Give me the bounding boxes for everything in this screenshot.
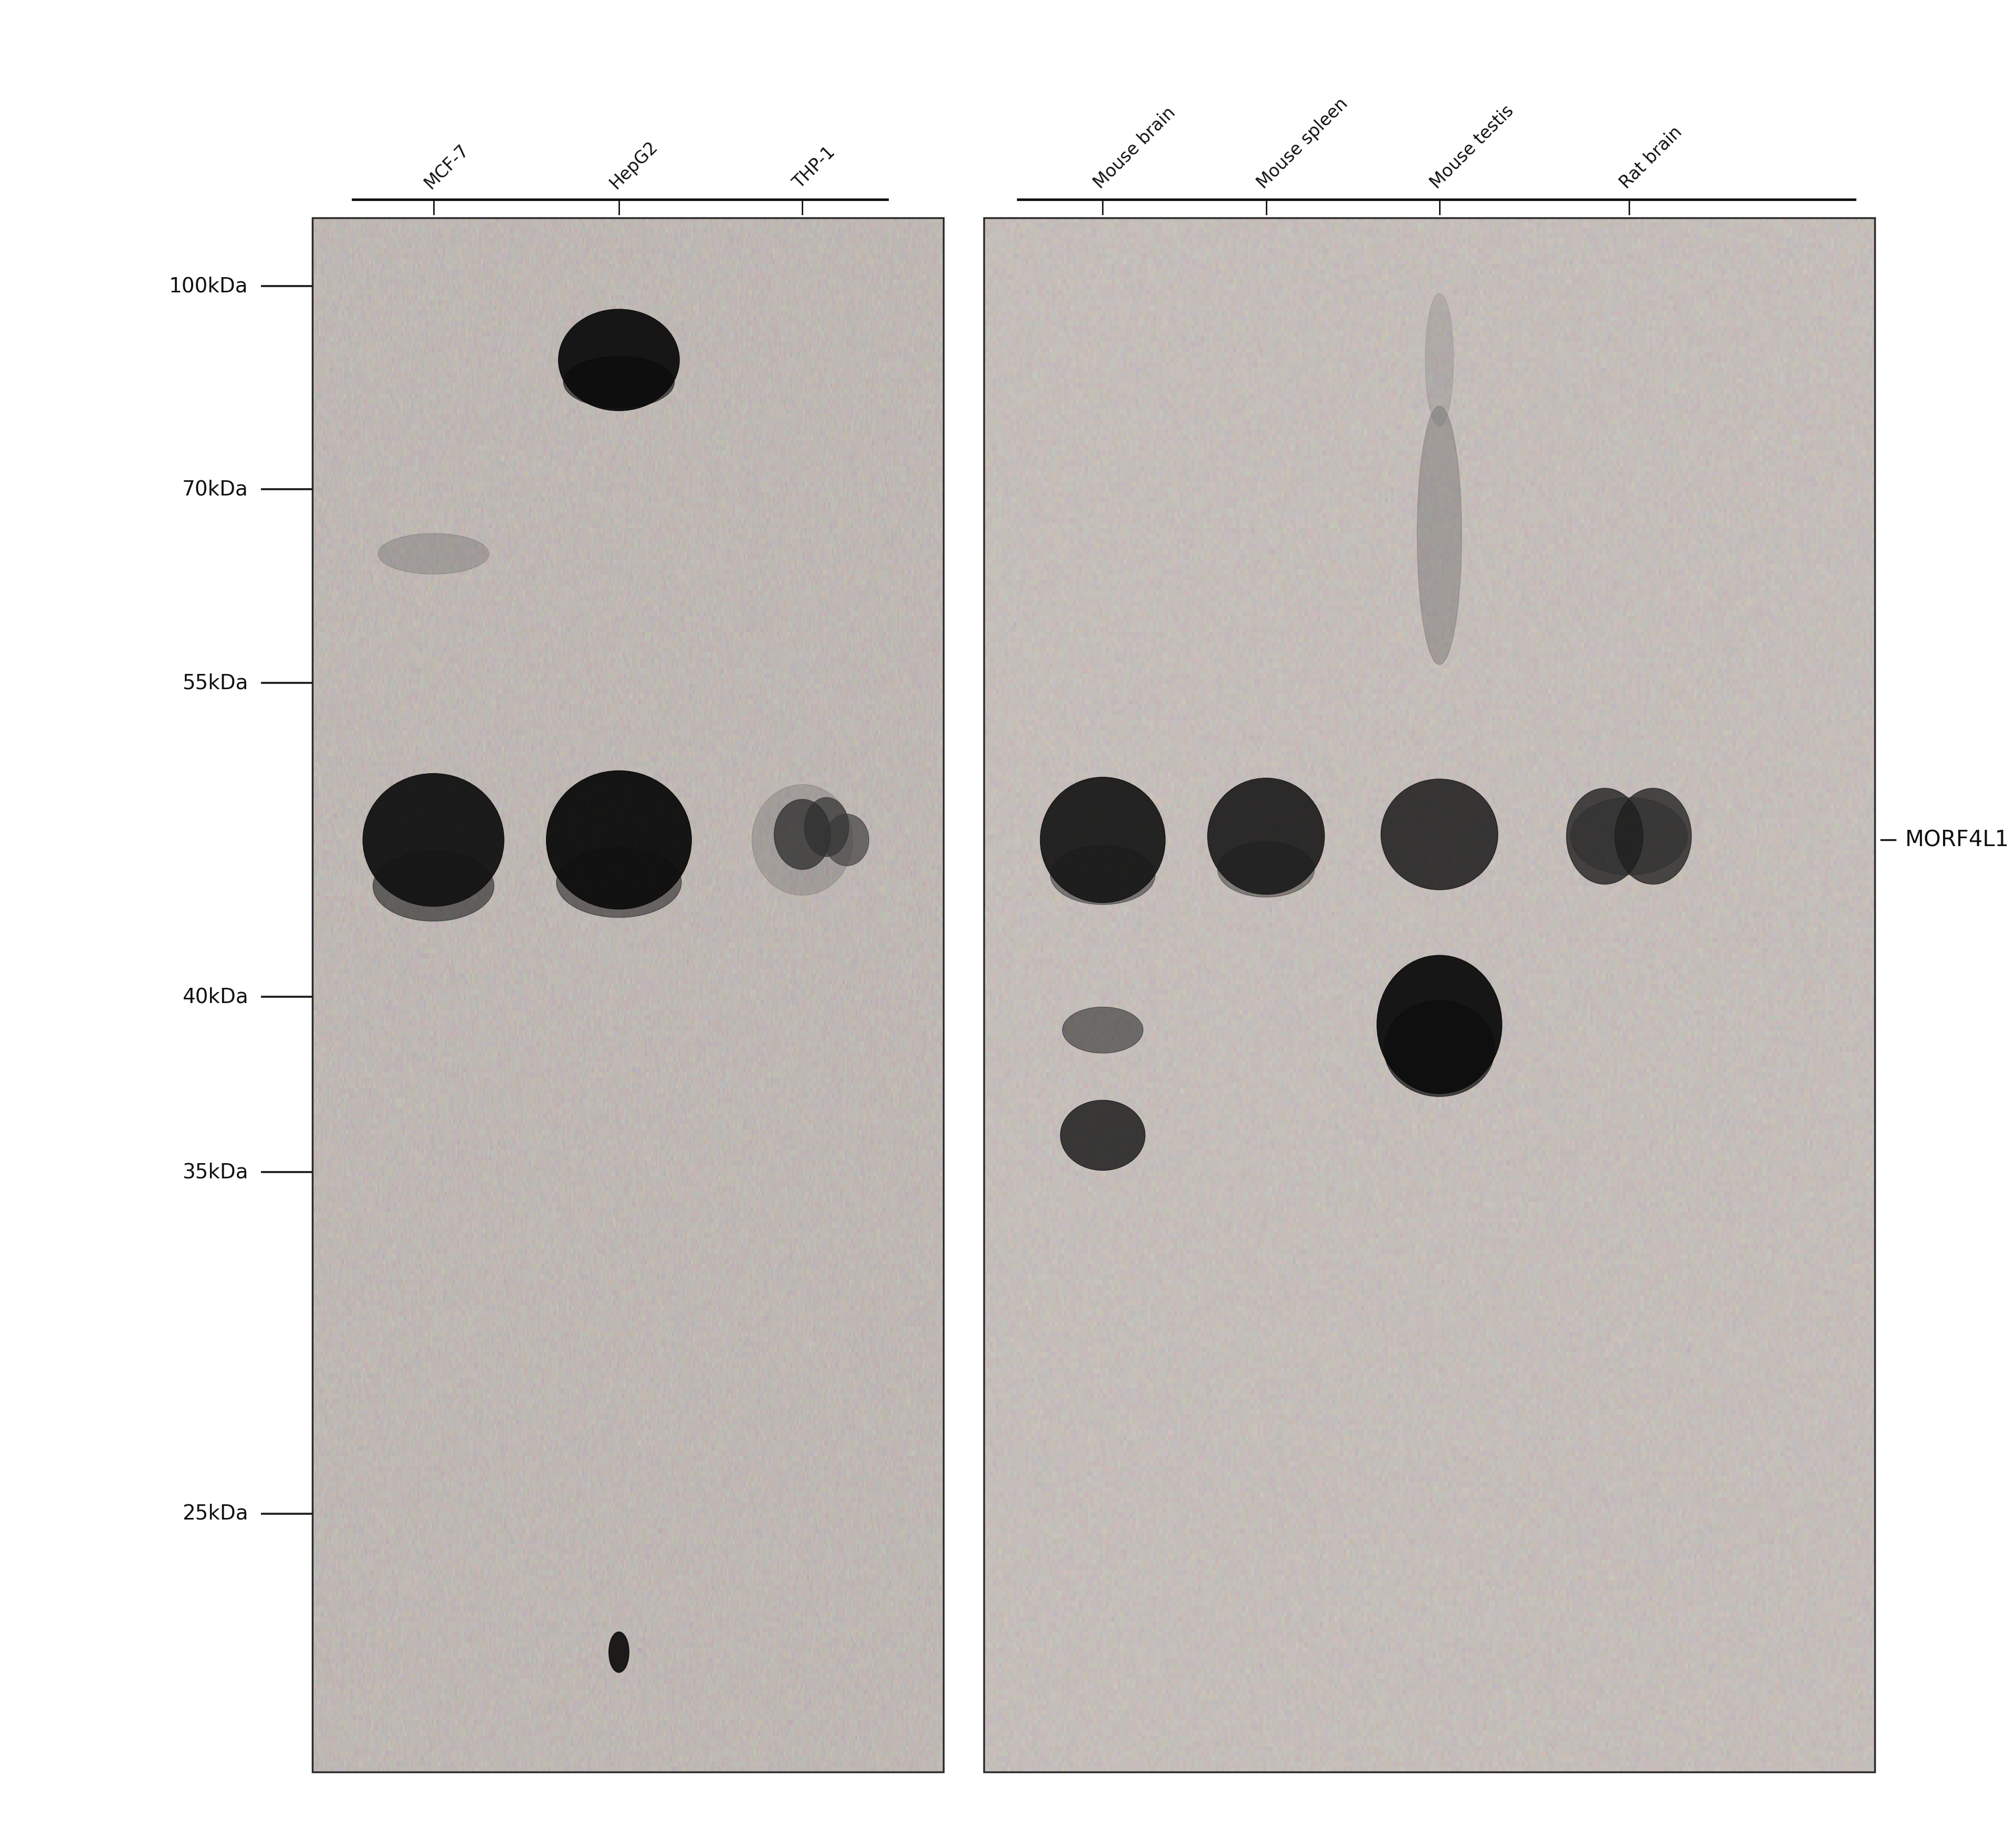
Text: MCF-7: MCF-7 (421, 140, 472, 192)
Text: Mouse spleen: Mouse spleen (1254, 94, 1351, 192)
Ellipse shape (562, 356, 673, 408)
Text: 40kDa: 40kDa (181, 988, 248, 1006)
Bar (312, 218, 943, 1772)
Text: 25kDa: 25kDa (181, 1504, 248, 1523)
Ellipse shape (1060, 1100, 1145, 1170)
Ellipse shape (1417, 406, 1462, 665)
Text: 70kDa: 70kDa (181, 480, 248, 498)
Ellipse shape (379, 533, 490, 574)
Ellipse shape (1040, 777, 1165, 903)
Text: 35kDa: 35kDa (181, 1163, 248, 1181)
Text: 100kDa: 100kDa (169, 277, 248, 295)
Text: HepG2: HepG2 (607, 137, 661, 192)
Ellipse shape (1615, 788, 1691, 884)
Text: Mouse brain: Mouse brain (1091, 103, 1179, 192)
Ellipse shape (1425, 294, 1454, 426)
Ellipse shape (1381, 779, 1498, 890)
Ellipse shape (558, 308, 679, 412)
Ellipse shape (752, 785, 853, 895)
Ellipse shape (1218, 842, 1314, 897)
Ellipse shape (774, 799, 831, 869)
Text: 55kDa: 55kDa (181, 674, 248, 692)
Ellipse shape (373, 851, 494, 921)
Text: MORF4L1: MORF4L1 (1905, 829, 2010, 851)
Ellipse shape (363, 773, 504, 906)
Text: Mouse testis: Mouse testis (1427, 102, 1518, 192)
Ellipse shape (1570, 797, 1687, 875)
Ellipse shape (556, 847, 681, 917)
Ellipse shape (1566, 788, 1643, 884)
Ellipse shape (546, 772, 691, 910)
Text: THP-1: THP-1 (790, 144, 839, 192)
Ellipse shape (1383, 1001, 1494, 1097)
Bar (312, 218, 943, 1772)
Ellipse shape (1377, 956, 1502, 1093)
Ellipse shape (825, 814, 869, 866)
Bar (984, 218, 1875, 1772)
Ellipse shape (1062, 1008, 1143, 1054)
Text: Rat brain: Rat brain (1617, 124, 1685, 192)
Ellipse shape (804, 797, 849, 857)
Ellipse shape (609, 1632, 629, 1672)
Bar (984, 218, 1875, 1772)
Ellipse shape (1208, 779, 1325, 895)
Ellipse shape (1050, 845, 1155, 905)
